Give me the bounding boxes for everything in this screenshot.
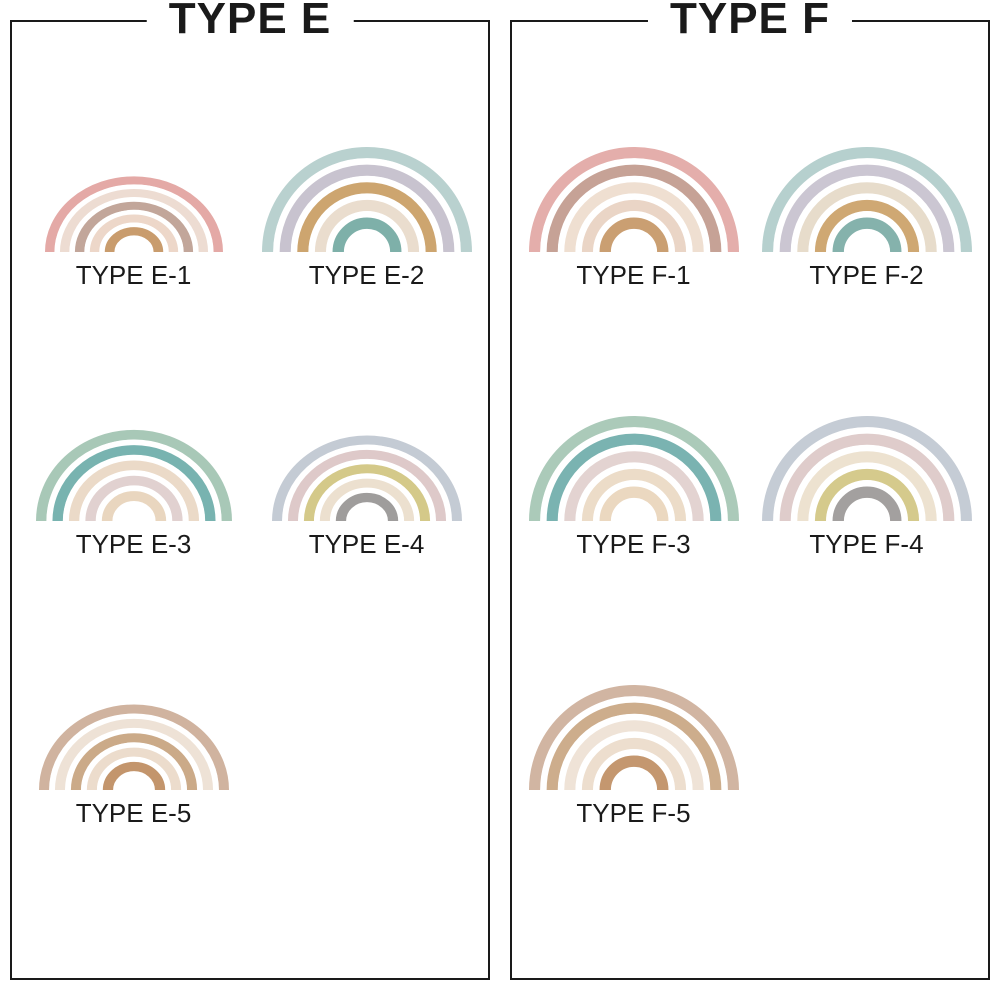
swatch-label: TYPE F-3 (576, 529, 690, 560)
panel-type-f: TYPE F TYPE F-1 TYPE F-2 TYPE F-3 TYPE F… (510, 20, 990, 980)
rainbow-icon (29, 620, 239, 790)
rainbow-icon (262, 351, 472, 521)
swatch-cell: TYPE E-3 (22, 351, 245, 560)
swatch-label: TYPE F-1 (576, 260, 690, 291)
swatch-cell: TYPE E-1 (22, 82, 245, 291)
rainbow-icon (762, 82, 972, 252)
panel-type-e: TYPE E TYPE E-1 TYPE E-2 TYPE E-3 TYPE E… (10, 20, 490, 980)
swatch-label: TYPE E-1 (76, 260, 192, 291)
swatch-cell: TYPE E-5 (22, 620, 245, 829)
swatch-label: TYPE E-5 (76, 798, 192, 829)
swatch-cell: TYPE F-4 (755, 351, 978, 560)
panel-title: TYPE E (147, 0, 354, 44)
swatch-label: TYPE E-2 (309, 260, 425, 291)
rainbow-icon (529, 620, 739, 790)
panel-title: TYPE F (648, 0, 852, 44)
rainbow-icon (262, 82, 472, 252)
swatch-label: TYPE E-4 (309, 529, 425, 560)
swatch-label: TYPE F-2 (809, 260, 923, 291)
panel-grid: TYPE E-1 TYPE E-2 TYPE E-3 TYPE E-4 TYPE… (12, 82, 488, 829)
swatch-label: TYPE E-3 (76, 529, 192, 560)
swatch-label: TYPE F-4 (809, 529, 923, 560)
swatch-cell: TYPE E-4 (255, 351, 478, 560)
rainbow-icon (529, 82, 739, 252)
rainbow-icon (529, 351, 739, 521)
swatch-label: TYPE F-5 (576, 798, 690, 829)
rainbow-icon (29, 82, 239, 252)
swatch-cell: TYPE F-3 (522, 351, 745, 560)
swatch-cell: TYPE F-5 (522, 620, 745, 829)
swatch-cell: TYPE F-1 (522, 82, 745, 291)
rainbow-icon (762, 351, 972, 521)
swatch-cell: TYPE F-2 (755, 82, 978, 291)
swatch-cell: TYPE E-2 (255, 82, 478, 291)
rainbow-icon (29, 351, 239, 521)
panel-grid: TYPE F-1 TYPE F-2 TYPE F-3 TYPE F-4 TYPE… (512, 82, 988, 829)
